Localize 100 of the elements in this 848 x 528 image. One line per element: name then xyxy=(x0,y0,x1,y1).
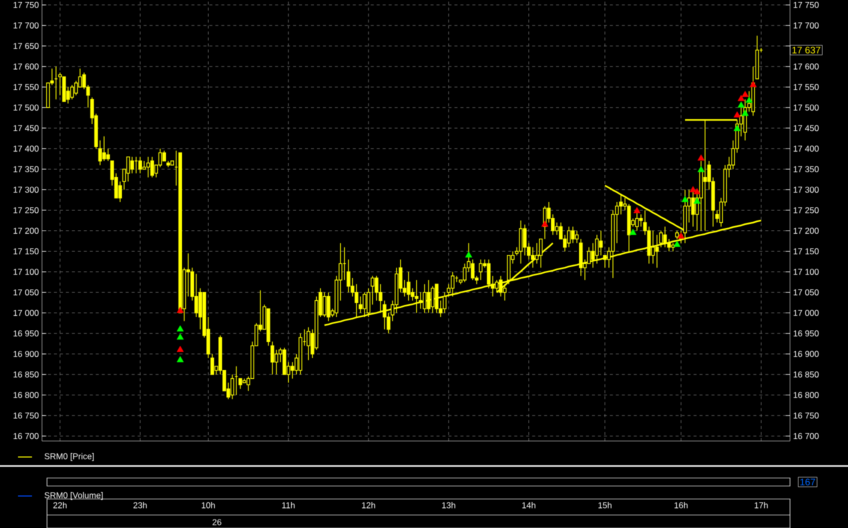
y-tick-label: 16 900 xyxy=(14,350,39,357)
y-tick-label: 16 800 xyxy=(14,392,39,398)
y-tick-label: 17 600 xyxy=(14,64,39,70)
y2-tick-label: 17 500 xyxy=(794,104,819,111)
candlestick xyxy=(326,292,330,322)
y2-tick-label: 16 900 xyxy=(794,350,819,357)
y2-tick-label: 17 600 xyxy=(794,64,819,70)
text: 167 xyxy=(800,478,816,486)
candlestick xyxy=(118,181,122,202)
y2-tick-label: 16 700 xyxy=(794,433,819,440)
y-tick-label: 17 250 xyxy=(14,207,39,214)
candlestick xyxy=(430,286,434,314)
candlestick xyxy=(130,156,134,174)
y-tick-label: 17 150 xyxy=(14,248,39,254)
y-tick-label: 17 750 xyxy=(14,2,39,8)
y2-tick-label: 17 300 xyxy=(794,186,819,193)
candlestick xyxy=(74,80,78,96)
point xyxy=(682,196,689,202)
x-tick-label: 10h xyxy=(202,502,215,508)
candlestick xyxy=(290,362,294,379)
x-tick-label: 12h xyxy=(362,502,376,508)
candlestick xyxy=(274,349,278,375)
candlestick xyxy=(422,284,426,314)
y2-tick-label: 17 700 xyxy=(794,22,819,28)
candlestick xyxy=(126,156,130,182)
y2-tick-label: 17 000 xyxy=(794,310,819,316)
candlestick xyxy=(162,150,166,162)
y2-tick-label: 16 850 xyxy=(794,371,819,378)
candlestick xyxy=(414,280,418,314)
point xyxy=(176,334,184,340)
y2-tick-label: 17 050 xyxy=(794,289,819,296)
candlestick xyxy=(150,156,154,178)
point xyxy=(694,188,701,194)
y-tick-label: 17 050 xyxy=(14,289,39,296)
candlestick xyxy=(194,273,198,318)
y2-tick-label: 17 150 xyxy=(794,248,819,254)
candlestick xyxy=(591,242,595,268)
point xyxy=(690,186,697,192)
y-tick-label: 17 200 xyxy=(14,228,39,234)
point xyxy=(176,325,184,332)
y2-tick-label: 17 100 xyxy=(794,268,819,275)
x-tick-label: 22h xyxy=(53,502,67,508)
y-tick-label: 17 500 xyxy=(14,104,39,111)
y2-tick-label: 17 250 xyxy=(794,207,819,214)
y-tick-label: 16 700 xyxy=(14,433,39,440)
point xyxy=(674,240,681,247)
candlestick xyxy=(210,354,214,375)
text: 26 xyxy=(212,519,222,526)
point xyxy=(738,94,745,102)
legend-label: SRM0 [Price] xyxy=(44,453,94,461)
candlestick xyxy=(655,234,659,268)
x-tick-label: 14h xyxy=(522,502,536,508)
point xyxy=(633,207,640,214)
point xyxy=(738,102,745,108)
candlestick xyxy=(663,226,667,248)
candlestick xyxy=(238,378,242,390)
candlestick xyxy=(322,292,326,318)
candlestick xyxy=(518,220,523,264)
y-tick-label: 16 850 xyxy=(14,371,39,378)
y-tick-label: 17 100 xyxy=(14,268,39,275)
candlestick xyxy=(462,263,466,282)
x-tick-label: 23h xyxy=(133,502,147,508)
candlestick xyxy=(106,148,110,162)
candlestick xyxy=(418,292,422,310)
point xyxy=(694,198,701,204)
candlestick xyxy=(450,271,454,297)
candlestick xyxy=(571,226,575,244)
y-tick-label: 16 950 xyxy=(14,330,39,336)
candlestick xyxy=(595,234,599,264)
y2-tick-label: 17 450 xyxy=(794,125,819,132)
candlestick xyxy=(70,84,74,100)
y2-tick-label: 17 400 xyxy=(794,146,819,152)
candlestick xyxy=(138,156,142,174)
y-tick-label: 17 350 xyxy=(14,166,39,172)
y2-tick-label: 17 200 xyxy=(794,228,819,234)
candlestick xyxy=(442,292,446,314)
candlestick xyxy=(362,292,366,318)
y-tick-label: 17 000 xyxy=(14,310,39,316)
point xyxy=(465,251,472,258)
point xyxy=(734,111,741,118)
point xyxy=(742,110,749,116)
y-tick-label: 17 550 xyxy=(14,84,39,90)
candlestick xyxy=(555,222,559,236)
candlestick xyxy=(102,136,106,162)
point xyxy=(176,346,184,352)
candlestick xyxy=(426,280,430,314)
candlestick xyxy=(270,341,274,375)
point xyxy=(698,166,705,172)
candlestick xyxy=(478,259,483,280)
x-tick-label: 13h xyxy=(442,502,456,508)
x-tick-label: 15h xyxy=(598,502,612,508)
x-tick-label: 11h xyxy=(282,502,295,508)
point xyxy=(629,228,636,235)
candlestick xyxy=(530,246,535,268)
candlestick xyxy=(486,259,491,289)
candlestick xyxy=(567,226,571,248)
point xyxy=(734,124,741,132)
x-tick-label: 17h xyxy=(754,502,768,508)
point xyxy=(176,356,184,362)
y2-tick-label: 17 750 xyxy=(794,2,819,8)
